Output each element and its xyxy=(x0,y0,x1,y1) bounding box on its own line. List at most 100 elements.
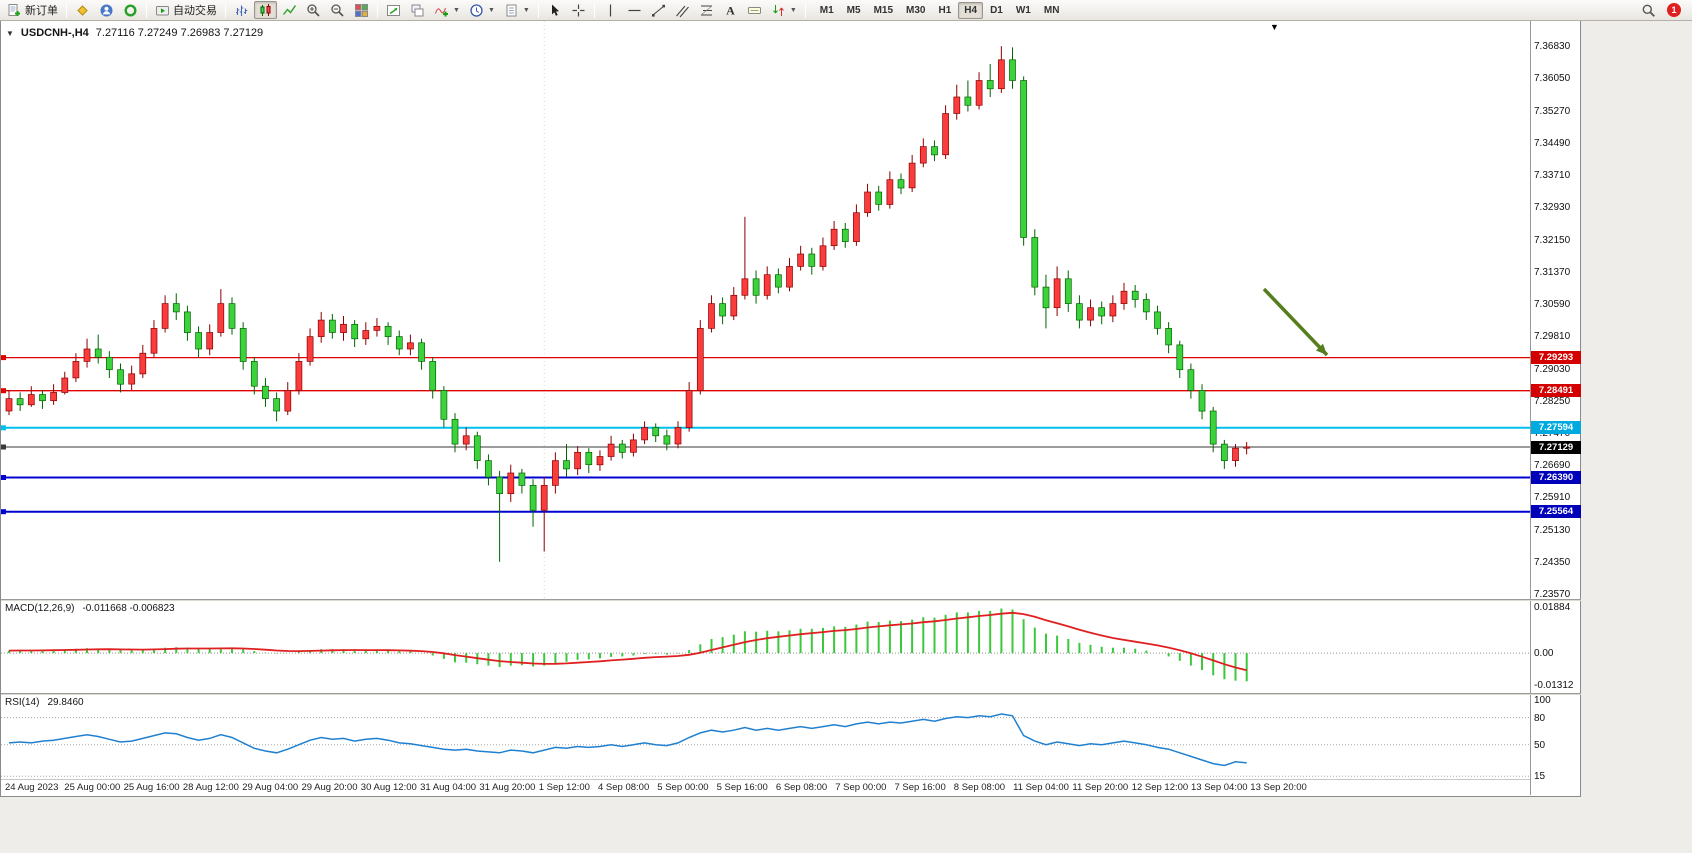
cursor-button[interactable] xyxy=(543,1,566,19)
price-tick: 7.25910 xyxy=(1534,492,1571,504)
candle xyxy=(16,398,24,406)
metaeditor-button[interactable] xyxy=(71,1,94,19)
timeframe-m1[interactable]: M1 xyxy=(819,4,834,16)
candle xyxy=(117,369,124,385)
price-tick: 7.35270 xyxy=(1534,105,1571,117)
collapse-icon[interactable]: ▼ xyxy=(6,28,14,38)
text-icon: A xyxy=(726,3,735,17)
trendline-button[interactable] xyxy=(647,1,670,19)
candle xyxy=(719,303,726,317)
time-label: 6 Sep 08:00 xyxy=(775,782,828,793)
autotrading-button[interactable]: 自动交易 xyxy=(151,1,221,19)
candle xyxy=(563,460,570,470)
panel-splitter[interactable] xyxy=(1,599,1581,601)
candle xyxy=(1154,311,1161,329)
crosshair-button[interactable] xyxy=(567,1,590,19)
candle xyxy=(128,373,136,385)
candle xyxy=(986,80,994,90)
toolbar-separator xyxy=(146,2,147,18)
panel-splitter[interactable] xyxy=(1,693,1581,695)
community-button[interactable] xyxy=(95,1,118,19)
zoom-out-button[interactable] xyxy=(326,1,349,19)
timeframe-mn[interactable]: MN xyxy=(1043,4,1060,16)
time-label: 31 Aug 04:00 xyxy=(420,782,477,793)
templates-button[interactable]: ▼ xyxy=(500,1,534,19)
candles xyxy=(5,46,1251,562)
timeframe-d1[interactable]: D1 xyxy=(990,4,1003,16)
text-button[interactable]: A xyxy=(719,1,742,19)
macd-tick: 0.00 xyxy=(1534,648,1554,660)
horizontal-line-icon xyxy=(628,9,641,11)
label-button[interactable] xyxy=(743,1,766,19)
horizontal-line-button[interactable] xyxy=(623,1,646,19)
candle xyxy=(998,59,1005,90)
time-label: 8 Sep 08:00 xyxy=(953,782,1006,793)
candle xyxy=(1076,303,1083,321)
arrange-windows-button[interactable] xyxy=(382,1,405,19)
zoom-in-icon xyxy=(307,3,320,17)
candle xyxy=(674,427,682,445)
chart-plot-area[interactable]: ▼ USDCNH-,H4 7.27116 7.27249 7.26983 7.2… xyxy=(1,21,1530,795)
autotrading-label: 自动交易 xyxy=(173,5,217,17)
rsi-title: RSI(14) xyxy=(5,697,40,708)
candle xyxy=(886,179,894,205)
candle xyxy=(529,485,537,511)
candlestick-button[interactable] xyxy=(254,1,277,19)
price-tick: 7.24350 xyxy=(1534,556,1571,568)
vertical-line-button[interactable] xyxy=(599,1,622,19)
macd-title: MACD(12,26,9) xyxy=(5,603,75,614)
candle xyxy=(1198,390,1206,412)
time-label: 11 Sep 20:00 xyxy=(1072,782,1129,793)
rsi-label: RSI(14) 29.8460 xyxy=(5,697,84,708)
macd-tick: -0.01312 xyxy=(1534,679,1574,691)
price-tick: 7.32150 xyxy=(1534,234,1571,246)
candle xyxy=(1176,344,1184,371)
tile-windows-button[interactable] xyxy=(350,1,373,19)
annotation-arrow[interactable] xyxy=(1262,287,1329,357)
line-chart-button[interactable] xyxy=(278,1,301,19)
new-order-label: 新订单 xyxy=(25,5,58,17)
arrows-button[interactable]: ▼ xyxy=(767,1,801,19)
candle xyxy=(306,336,314,362)
price-level-tag: 7.27129 xyxy=(1531,440,1581,454)
candle xyxy=(663,435,671,445)
candle xyxy=(262,385,269,399)
macd-label: MACD(12,26,9) -0.011668 -0.006823 xyxy=(5,603,175,614)
timeframe-w1[interactable]: W1 xyxy=(1015,4,1031,16)
bar-chart-button[interactable] xyxy=(230,1,253,19)
candle xyxy=(540,485,548,511)
candle xyxy=(1031,237,1039,288)
cursor-icon xyxy=(551,4,559,16)
candle xyxy=(1165,328,1172,346)
indicators-button[interactable]: ▼ xyxy=(430,1,464,19)
timeframe-h1[interactable]: H1 xyxy=(938,4,952,16)
cascade-windows-icon xyxy=(411,4,424,16)
candle xyxy=(763,274,771,296)
zoom-in-button[interactable] xyxy=(302,1,325,19)
timeframe-h4[interactable]: H4 xyxy=(958,1,984,19)
notification-badge[interactable]: 1 xyxy=(1667,3,1681,17)
chart-title: ▼ USDCNH-,H4 7.27116 7.27249 7.26983 7.2… xyxy=(6,27,263,39)
candle xyxy=(964,96,972,106)
periods-button[interactable]: ▼ xyxy=(465,1,499,19)
timeframe-m30[interactable]: M30 xyxy=(906,4,926,16)
fibonacci-button[interactable] xyxy=(695,1,718,19)
time-axis[interactable]: 24 Aug 2023 25 Aug 00:00 25 Aug 16:00 28 Au… xyxy=(1,779,1530,795)
candle xyxy=(340,323,347,333)
price-axis[interactable]: 7.36830 7.36050 7.35270 7.34490 7.33710 7.329… xyxy=(1530,21,1581,795)
candle xyxy=(239,328,247,362)
search-button[interactable] xyxy=(1637,1,1660,19)
channel-button[interactable] xyxy=(671,1,694,19)
search-icon xyxy=(1642,4,1655,17)
line-chart-icon xyxy=(282,4,297,15)
scroll-anchor-icon[interactable]: ▼ xyxy=(1270,22,1279,32)
candle xyxy=(864,191,871,214)
time-label: 4 Sep 08:00 xyxy=(598,782,650,793)
timeframe-m5[interactable]: M5 xyxy=(846,4,861,16)
new-order-button[interactable]: 新订单 xyxy=(3,1,62,19)
market-button[interactable] xyxy=(119,1,142,19)
candle xyxy=(775,274,782,288)
templates-icon xyxy=(506,4,517,16)
cascade-windows-button[interactable] xyxy=(406,1,429,19)
timeframe-m15[interactable]: M15 xyxy=(873,4,894,16)
